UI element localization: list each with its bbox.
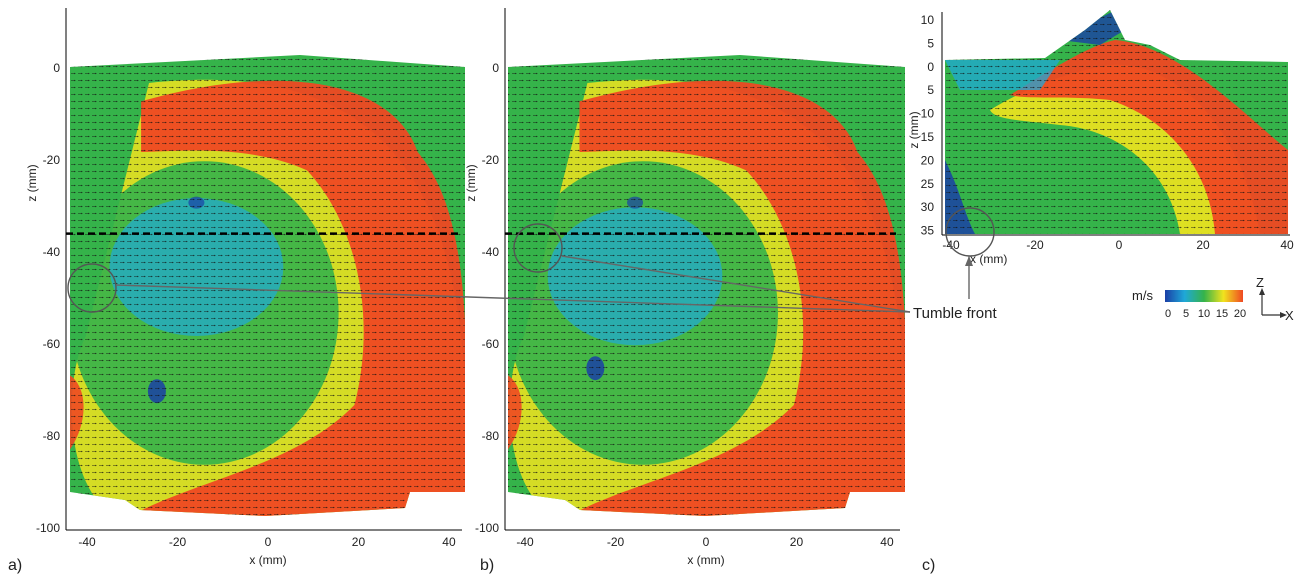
x-tick-label: -40 [942,238,960,252]
annotation-circle-b [513,223,563,273]
colorbar-tick-label: 15 [1216,308,1228,320]
colorbar-tick-label: 20 [1234,308,1246,320]
y-tick-label: 0 [53,61,60,75]
y-tick-label: -80 [43,429,61,443]
x-tick-label: 20 [790,535,804,549]
y-tick-label: 20 [921,153,935,167]
y-tick-label: 5 [927,83,934,97]
x-tick-label: 20 [1196,238,1210,252]
x-tick-label: -20 [607,535,625,549]
y-tick-label: 25 [921,177,935,191]
colorbar-gradient [1165,290,1243,302]
velocity-vectors [945,10,1288,234]
leader-line-a [115,284,911,313]
x-tick-label: 40 [442,535,456,549]
y-tick-label: -20 [482,153,500,167]
x-tick-label: 0 [1116,238,1123,252]
y-tick-label: -100 [475,521,499,535]
leader-line-b [561,255,911,313]
y-tick-label: -20 [43,153,61,167]
x-tick-label: 0 [265,535,272,549]
colorbar-tick-label: 0 [1165,308,1171,320]
panel-label: c) [922,557,935,574]
velocity-vectors [508,55,905,516]
colorbar: m/s 0 5 10 15 20 [1132,288,1246,320]
y-axis-label: z (mm) [464,164,478,201]
axis-indicator: Z X [1256,275,1294,323]
y-tick-label: 10 [921,13,935,27]
y-tick-label: 5 [927,36,934,50]
x-tick-label: -40 [78,535,96,549]
flow-field-layers [508,55,905,516]
colorbar-tick-label: 10 [1198,308,1210,320]
x-tick-label: 40 [880,535,894,549]
x-tick-label: 40 [1280,238,1294,252]
colorbar-tick-label: 5 [1183,308,1189,320]
y-tick-label: -40 [43,245,61,259]
flow-field-layers [945,10,1288,234]
y-axis-label: z (mm) [907,111,921,148]
x-axis-label: x (mm) [249,553,286,567]
panel-label: a) [8,557,22,574]
panel-b-flow-field [508,55,905,516]
y-tick-label: -60 [43,337,61,351]
y-tick-label: 0 [927,60,934,74]
tumble-front-annotation: Tumble front [67,207,997,322]
x-tick-label: -20 [1026,238,1044,252]
y-tick-label: 10 [921,107,935,121]
y-tick-label: -80 [482,429,500,443]
axis-indicator-z: Z [1256,275,1264,290]
tumble-front-label: Tumble front [913,305,997,322]
colorbar-unit: m/s [1132,288,1153,303]
y-tick-label: 30 [921,200,935,214]
panel-c-flow-field [945,10,1288,234]
x-tick-label: 0 [703,535,710,549]
y-axis-label: z (mm) [25,164,39,201]
x-tick-label: 20 [352,535,366,549]
y-tick-label: -40 [482,245,500,259]
x-axis-label: x (mm) [687,553,724,567]
y-tick-label: -100 [36,521,60,535]
y-tick-label: 0 [492,61,499,75]
x-tick-label: -40 [516,535,534,549]
x-axis-label: x (mm) [970,252,1007,266]
annotation-circle-a [67,263,117,313]
y-tick-label: 15 [921,130,935,144]
y-tick-label: -60 [482,337,500,351]
x-tick-label: -20 [169,535,187,549]
leader-arrowhead-c [965,256,973,266]
panel-label: b) [480,557,494,574]
y-tick-label: 35 [921,224,935,238]
axis-indicator-x: X [1285,308,1294,323]
annotation-circle-c [945,207,995,257]
